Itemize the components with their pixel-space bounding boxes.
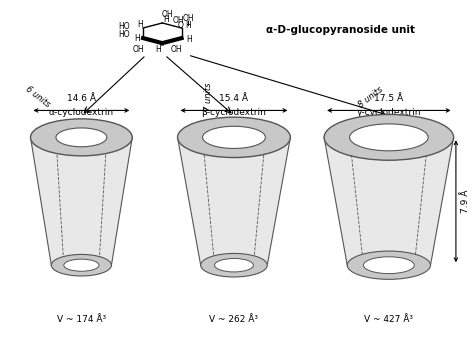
Text: H: H — [135, 34, 140, 43]
Polygon shape — [324, 137, 454, 265]
Ellipse shape — [51, 254, 111, 276]
Ellipse shape — [201, 253, 267, 277]
Text: 15.4 Å: 15.4 Å — [219, 94, 248, 103]
Text: 7 units: 7 units — [204, 83, 213, 111]
Text: H: H — [186, 35, 192, 44]
Text: HO: HO — [118, 22, 130, 31]
Text: OH: OH — [171, 45, 182, 54]
Text: α-D-glucopyranoside unit: α-D-glucopyranoside unit — [266, 25, 415, 35]
Text: H: H — [163, 15, 169, 24]
Ellipse shape — [215, 259, 254, 272]
Text: OH: OH — [173, 16, 184, 25]
Text: 4.7–5.3 Å: 4.7–5.3 Å — [62, 139, 101, 148]
Text: V ~ 262 Å³: V ~ 262 Å³ — [210, 315, 258, 324]
Text: HO: HO — [118, 29, 130, 39]
Polygon shape — [178, 137, 291, 265]
Text: 7.9 Å: 7.9 Å — [462, 189, 471, 213]
Ellipse shape — [30, 119, 132, 156]
Ellipse shape — [178, 117, 291, 158]
Ellipse shape — [364, 257, 414, 274]
Text: O: O — [177, 21, 183, 30]
Text: H: H — [155, 45, 161, 54]
Ellipse shape — [202, 126, 265, 148]
Text: 8 units: 8 units — [356, 85, 384, 109]
Text: V ~ 174 Å³: V ~ 174 Å³ — [57, 315, 106, 324]
Text: 6 units: 6 units — [23, 85, 52, 109]
Polygon shape — [30, 137, 132, 265]
Text: 7.5–8.3 Å: 7.5–8.3 Å — [369, 139, 409, 148]
Ellipse shape — [64, 259, 99, 271]
Text: 14.6 Å: 14.6 Å — [67, 94, 96, 103]
Text: β-cyclodextrin: β-cyclodextrin — [201, 108, 266, 117]
Text: OH: OH — [182, 14, 194, 23]
Text: OH: OH — [162, 10, 173, 19]
Text: α-cyclodextrin: α-cyclodextrin — [49, 108, 114, 117]
Text: 17.5 Å: 17.5 Å — [374, 94, 403, 103]
Ellipse shape — [347, 251, 430, 279]
Ellipse shape — [349, 124, 428, 151]
Text: γ-cyclodextrin: γ-cyclodextrin — [356, 108, 421, 117]
Text: H: H — [137, 20, 143, 29]
Ellipse shape — [324, 115, 454, 160]
Text: H: H — [185, 21, 191, 30]
Text: OH: OH — [132, 45, 144, 54]
Text: V ~ 427 Å³: V ~ 427 Å³ — [365, 315, 413, 324]
Ellipse shape — [56, 128, 107, 147]
Text: 6.0–6.5 Å: 6.0–6.5 Å — [214, 139, 254, 148]
